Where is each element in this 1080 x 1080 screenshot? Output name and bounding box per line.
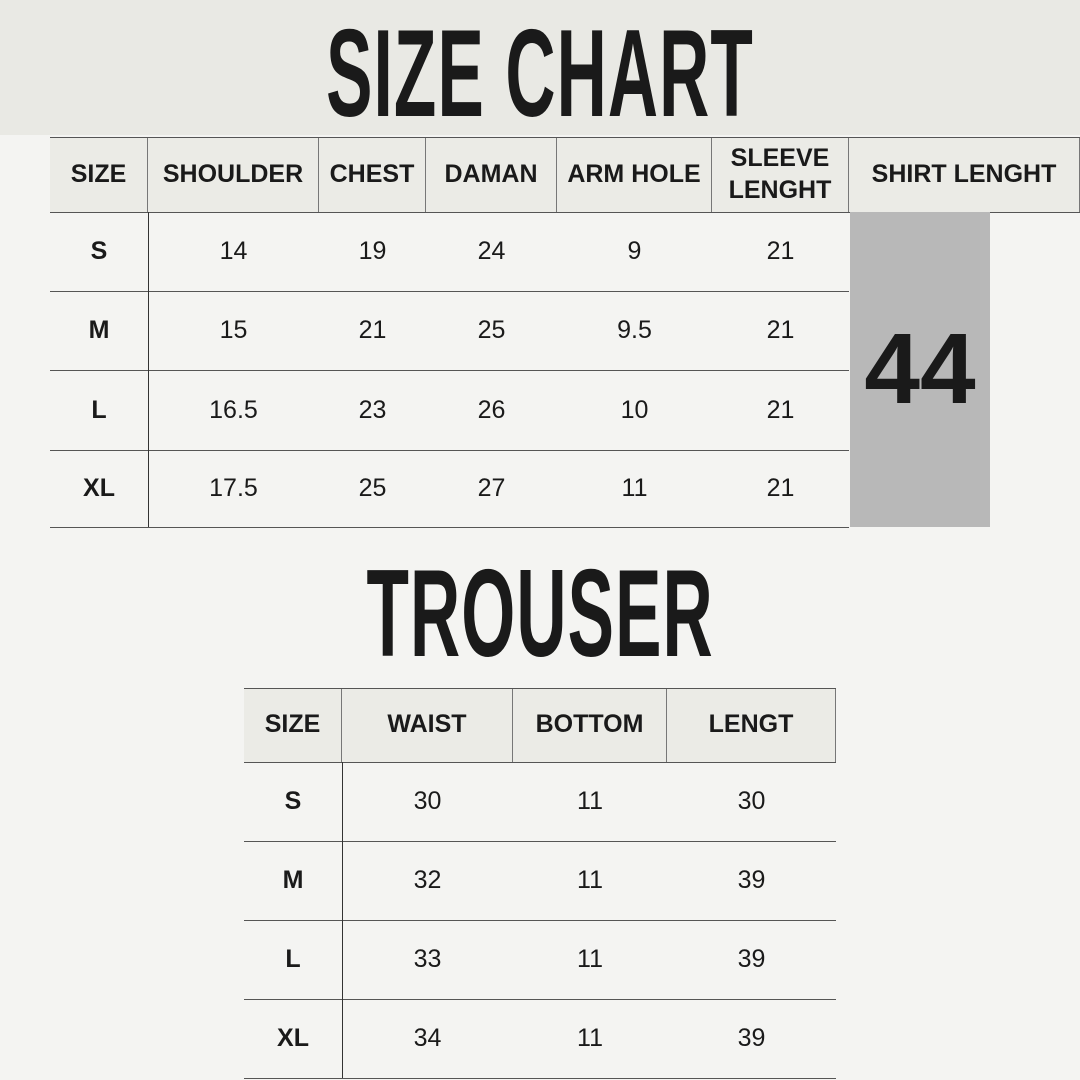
- measurement-cell: 19: [358, 237, 387, 265]
- column-header: SHOULDER: [148, 137, 319, 212]
- row-divider: [244, 1078, 836, 1079]
- row-divider: [50, 527, 849, 528]
- measurement-cell: 21: [766, 316, 795, 344]
- measurement-cell: 15: [219, 316, 248, 344]
- measurement-cell: 11: [577, 1024, 603, 1052]
- column-header: DAMAN: [426, 137, 557, 212]
- header-band: [0, 0, 1080, 135]
- row-divider: [244, 999, 836, 1000]
- size-label: XL: [277, 1024, 309, 1052]
- measurement-cell: 21: [766, 395, 795, 424]
- measurement-cell: 21: [766, 474, 795, 502]
- page-title: SIZE CHART: [0, 12, 1080, 136]
- size-label: XL: [83, 474, 115, 502]
- measurement-cell: 10: [620, 395, 649, 424]
- measurement-cell: 25: [358, 474, 387, 502]
- row-divider: [244, 920, 836, 921]
- column-header: WAIST: [342, 688, 513, 762]
- column-header: CHEST: [319, 137, 426, 212]
- measurement-cell: 16.5: [209, 395, 258, 424]
- column-header: ARM HOLE: [557, 137, 712, 212]
- column-header: BOTTOM: [513, 688, 667, 762]
- measurement-cell: 11: [577, 866, 603, 894]
- measurement-cell: 34: [413, 1024, 442, 1052]
- measurement-cell: 26: [477, 395, 506, 424]
- measurement-cell: 32: [413, 866, 442, 894]
- size-label: L: [285, 945, 301, 973]
- size-column-divider: [148, 212, 149, 527]
- measurement-cell: 21: [766, 237, 795, 265]
- row-divider: [50, 291, 849, 292]
- column-header: SIZE: [50, 137, 148, 212]
- column-header: SIZE: [244, 688, 342, 762]
- measurement-cell: 27: [477, 474, 506, 502]
- size-label: L: [91, 395, 107, 424]
- measurement-cell: 11: [621, 474, 648, 502]
- row-divider: [50, 450, 849, 451]
- measurement-cell: 23: [358, 395, 387, 424]
- measurement-cell: 11: [577, 787, 603, 815]
- column-header: SHIRT LENGHT: [849, 137, 1080, 212]
- row-divider: [50, 370, 849, 371]
- column-header: SLEEVE LENGHT: [712, 137, 849, 212]
- header-top-border: [244, 688, 836, 689]
- measurement-cell: 21: [358, 316, 387, 344]
- trouser-title-text: TROUSER: [366, 545, 714, 683]
- measurement-cell: 9: [627, 237, 642, 265]
- column-header: LENGT: [667, 688, 836, 762]
- size-label: S: [90, 237, 108, 265]
- header-top-border: [50, 137, 1080, 138]
- measurement-cell: 24: [477, 237, 506, 265]
- measurement-cell: 33: [413, 945, 442, 973]
- measurement-cell: 30: [737, 787, 766, 815]
- header-bottom-border: [244, 762, 836, 763]
- measurement-cell: 39: [737, 866, 766, 894]
- measurement-cell: 17.5: [209, 474, 258, 502]
- size-label: S: [284, 787, 302, 815]
- measurement-cell: 25: [477, 316, 506, 344]
- size-column-divider: [342, 762, 343, 1078]
- row-divider: [244, 841, 836, 842]
- measurement-cell: 39: [737, 1024, 766, 1052]
- measurement-cell: 9.5: [617, 316, 652, 344]
- measurement-cell: 14: [219, 237, 248, 265]
- measurement-cell: 11: [577, 945, 603, 973]
- measurement-cell: 30: [413, 787, 442, 815]
- trouser-title: TROUSER: [0, 552, 1080, 676]
- page-title-text: SIZE CHART: [326, 5, 754, 143]
- size-label: M: [282, 866, 304, 894]
- shirt-length-value: 44: [850, 212, 990, 527]
- measurement-cell: 39: [737, 945, 766, 973]
- header-bottom-border: [50, 212, 1080, 213]
- size-label: M: [88, 316, 110, 344]
